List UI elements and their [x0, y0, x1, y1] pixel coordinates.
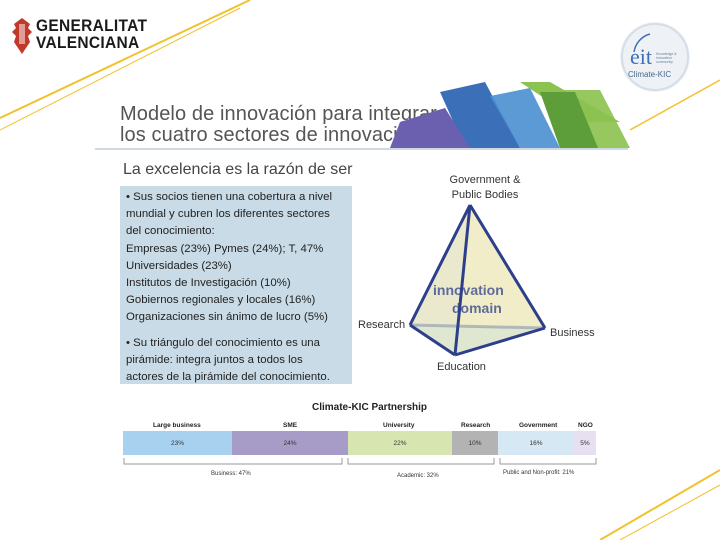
bullet-line: pirámide: integra juntos a todos los: [126, 353, 303, 366]
bullet-box: • Sus socios tienen una cobertura a nive…: [120, 186, 352, 384]
bullet-line: Gobiernos regionales y locales (16%): [126, 294, 316, 307]
group-label-business: Business: 47%: [211, 471, 251, 477]
pyramid-center-line1: innovation: [433, 282, 504, 298]
pyramid-label-bottom: Education: [437, 361, 486, 373]
knowledge-pyramid-diagram: [408, 204, 547, 357]
gva-line1: GENERALITAT: [36, 17, 148, 36]
coat-of-arms-icon: [12, 18, 32, 54]
pyramid-label-top-1: Government &: [449, 174, 521, 186]
eit-name: Climate-KIC: [628, 70, 672, 79]
bullet-line: Universidades (23%): [126, 259, 232, 272]
bullet-line: [126, 327, 346, 335]
partnership-header: SME: [283, 422, 298, 429]
header-bands: [390, 82, 630, 148]
bar-segment-research: 10%: [452, 431, 498, 455]
group-label-academic: Academic: 32%: [397, 473, 439, 479]
eit-mark: eit: [630, 44, 652, 69]
segment-value: 23%: [170, 439, 184, 447]
bullet-line: • Sus socios tienen una cobertura a nive…: [126, 191, 332, 203]
partnership-header: Research: [461, 422, 491, 429]
bullet-line: Empresas (23%) Pymes (24%); T, 47%: [126, 242, 324, 255]
title-divider: [95, 148, 628, 150]
bullet-line: del conocimiento:: [126, 225, 215, 238]
bullet-line: • Su triángulo del conocimiento es una: [126, 336, 320, 349]
pyramid-label-left: Research: [358, 319, 406, 331]
pyramid-label-top-2: Public Bodies: [451, 189, 519, 201]
segment-value: 16%: [529, 439, 543, 447]
gva-line2: VALENCIANA: [36, 34, 140, 53]
eit-small-text: Knowledge & innovation community: [656, 52, 677, 64]
bullet-line: Institutos de Investigación (10%): [126, 277, 291, 290]
gva-logo: GENERALITAT VALENCIANA: [8, 14, 147, 62]
partnership-header: NGO: [578, 422, 593, 429]
eit-climate-kic-logo: eit Knowledge & innovation community Cli…: [620, 22, 692, 94]
partnership-header: Government: [519, 422, 558, 429]
bar-segment-ngo: 5%: [574, 431, 596, 455]
slide-title-line1: Modelo de innovación para integrar: [120, 103, 437, 125]
bar-segment-large-business: 23%: [123, 431, 232, 455]
bar-segment-university: 22%: [348, 431, 452, 455]
segment-value: 24%: [283, 439, 297, 447]
eit-ring-icon: [621, 23, 689, 91]
bullet-line: actores de la pirámide del conocimiento.: [126, 371, 330, 384]
segment-value: 10%: [468, 439, 482, 447]
group-brackets: [123, 458, 597, 465]
partnership-title: Climate-KIC Partnership: [312, 402, 428, 413]
slide-subtitle: La excelencia es la razón de ser: [123, 161, 353, 178]
pyramid-label-right: Business: [550, 327, 595, 339]
bullet-line: mundial y cubren los diferentes sectores: [126, 208, 330, 221]
segment-value: 22%: [393, 439, 407, 447]
partnership-header: University: [383, 422, 415, 429]
pyramid-center-line2: domain: [452, 300, 502, 316]
partnership-bar: 23% 24% 22% 10% 16% 5%: [123, 431, 596, 455]
bullet-line: Organizaciones sin ánimo de lucro (5%): [126, 311, 328, 324]
bar-segment-sme: 24%: [232, 431, 348, 455]
slide-title-line2: los cuatro sectores de innovación: [120, 124, 421, 146]
group-label-public: Public and Non-profit: 21%: [503, 470, 575, 476]
segment-value: 5%: [580, 439, 590, 447]
bar-segment-government: 16%: [498, 431, 574, 455]
partnership-header: Large business: [153, 422, 201, 429]
